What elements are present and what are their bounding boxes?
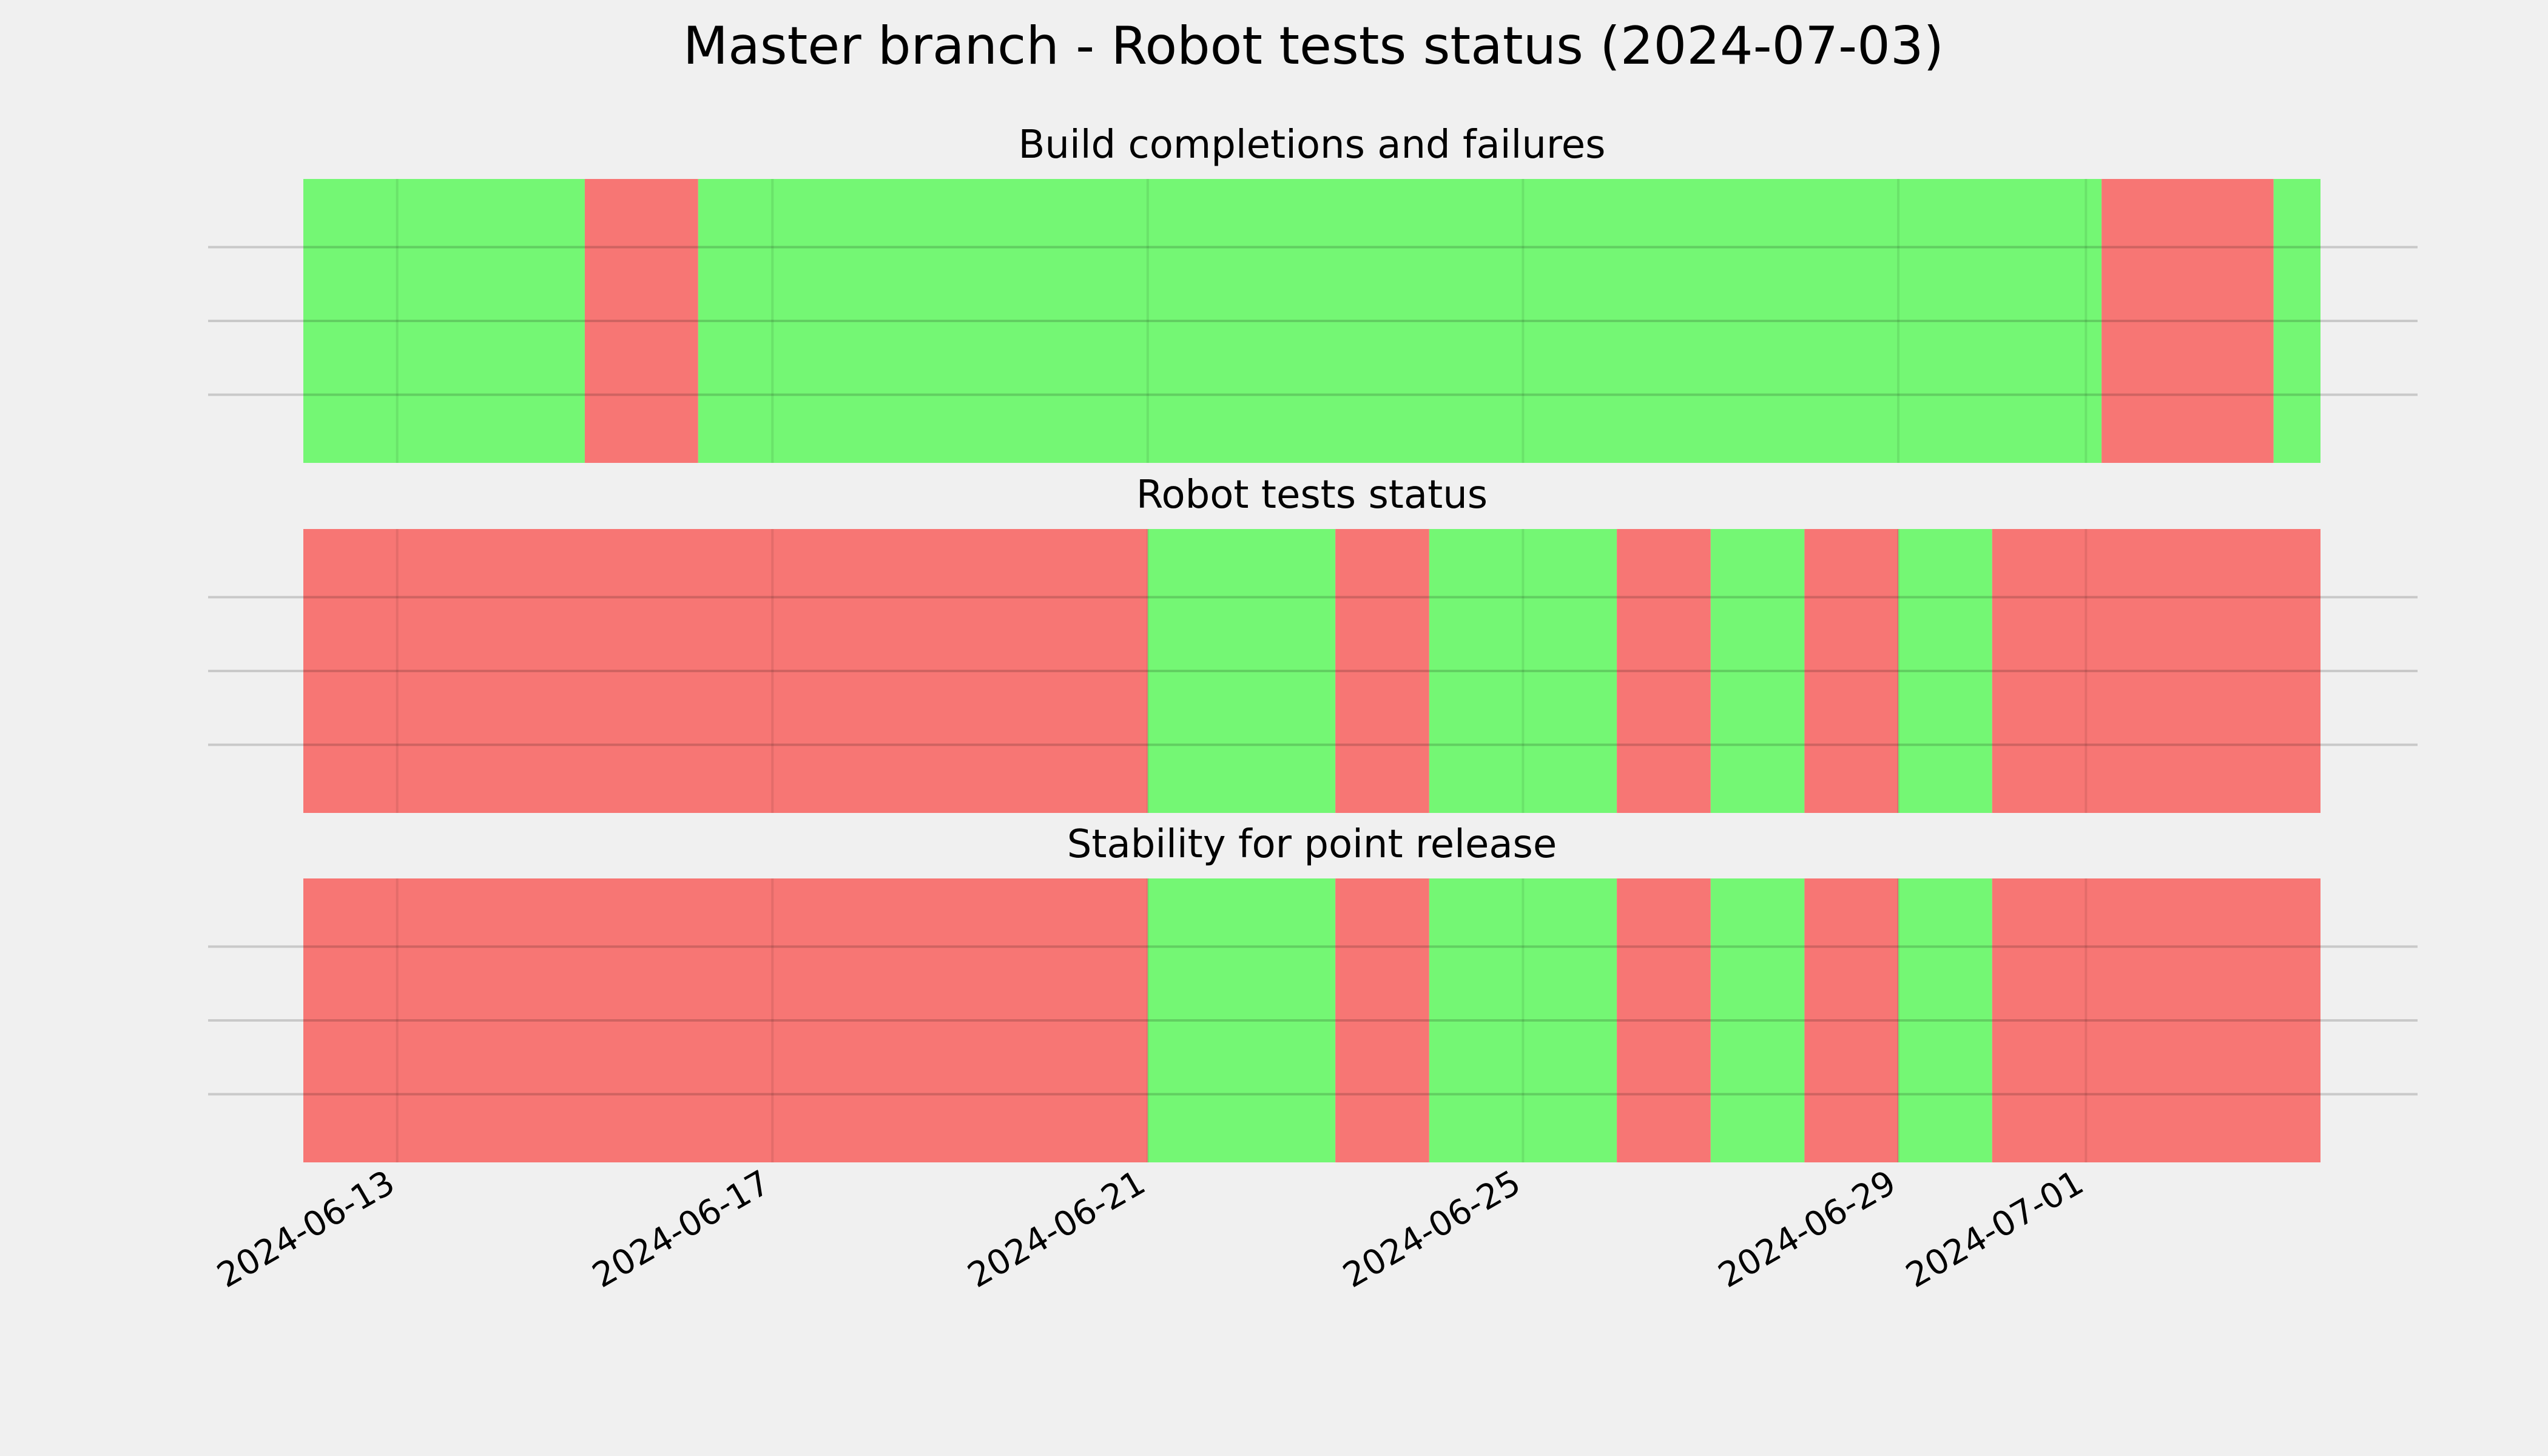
segment-pass: [1710, 529, 1805, 813]
chart-panels: Build completions and failures Robot test…: [208, 123, 2418, 1162]
segment-pass: [1429, 529, 1617, 813]
segment-fail: [1992, 878, 2320, 1162]
segment-pass: [1710, 878, 1805, 1162]
segment-fail: [1335, 878, 1429, 1162]
chart-title: Master branch - Robot tests status (2024…: [683, 16, 1944, 76]
segment-fail: [1992, 529, 2320, 813]
segment-fail: [1617, 529, 1711, 813]
segment-fail: [1804, 878, 1899, 1162]
panel-title: Robot tests status: [1136, 473, 1488, 517]
segment-fail: [1617, 878, 1711, 1162]
panel-title: Build completions and failures: [1019, 123, 1606, 167]
segment-fail: [1335, 529, 1429, 813]
segment-pass: [2273, 179, 2320, 463]
segment-pass: [303, 179, 585, 463]
segment-pass: [698, 179, 2102, 463]
panel-1: Build completions and failures: [208, 123, 2418, 463]
panel-3: Stability for point release: [208, 822, 2418, 1162]
segment-pass: [1147, 529, 1336, 813]
panel-2: Robot tests status: [208, 473, 2418, 813]
segment-fail: [584, 179, 698, 463]
panel-title: Stability for point release: [1067, 822, 1557, 867]
segment-pass: [1147, 878, 1336, 1162]
segment-fail: [303, 878, 1148, 1162]
segment-pass: [1898, 529, 1992, 813]
segment-pass: [1429, 878, 1617, 1162]
segment-fail: [1804, 529, 1899, 813]
segment-fail: [303, 529, 1148, 813]
segment-pass: [1898, 878, 1992, 1162]
segment-fail: [2101, 179, 2274, 463]
